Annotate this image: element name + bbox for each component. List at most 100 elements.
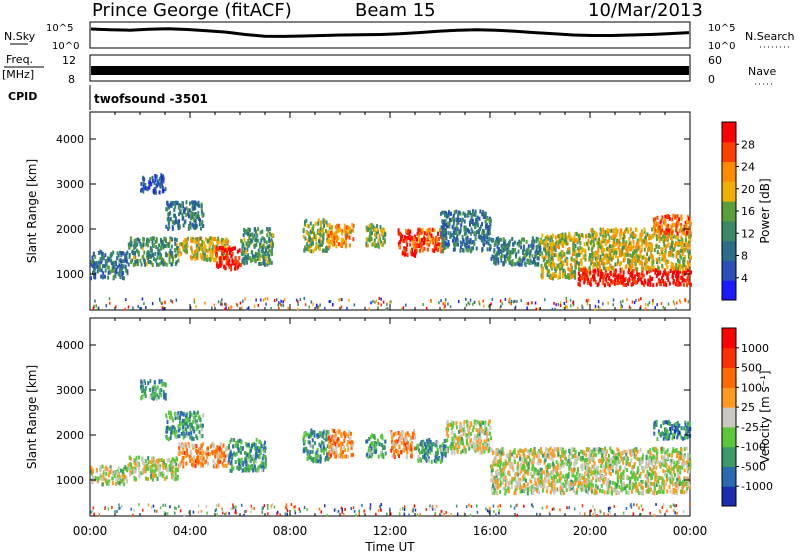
range-cell [174,435,177,440]
range-cell [239,450,242,455]
speckle-mark [132,306,134,310]
speckle-mark [565,296,568,300]
range-cell [627,270,630,275]
range-cell [453,230,455,235]
range-cell [246,463,249,468]
range-cell [375,231,378,236]
range-cell [175,412,178,417]
range-cell [211,252,214,257]
range-cell [481,229,484,233]
range-cell [512,250,515,255]
range-cell [573,269,576,274]
range-cell [177,226,180,231]
range-cell [618,280,621,285]
range-cell [485,234,488,239]
range-cell [125,475,128,480]
range-cell [216,445,219,450]
speckle-mark [263,504,266,508]
range-cell [454,227,457,232]
speckle-mark [162,307,165,311]
range-cell [650,235,653,240]
range-cell [676,214,679,219]
range-cell [606,230,609,235]
range-cell [465,236,468,241]
speckle-mark [565,299,568,303]
range-cell [473,212,476,217]
range-cell [243,230,246,235]
range-cell [190,216,192,221]
range-cell [171,425,174,430]
speckle-mark [613,505,616,508]
speckle-mark [377,301,380,305]
range-cell [502,237,505,242]
range-cell [566,250,569,255]
range-cell [611,280,614,285]
range-cell [518,262,521,267]
speckle-mark [276,510,279,514]
range-cell [245,249,248,254]
range-cell [449,217,451,222]
range-cell [226,248,229,253]
range-cell [467,245,470,249]
range-cell [678,229,681,233]
range-cell [186,208,189,213]
range-cell [260,441,262,446]
speckle-mark [379,504,381,508]
range-cell [669,253,672,258]
speckle-mark [221,509,224,513]
range-cell [109,258,112,263]
range-cell [190,412,193,417]
range-cell [151,263,154,267]
range-cell [220,240,223,245]
range-cell [669,246,672,251]
range-cell [488,218,491,223]
range-cell [186,448,189,453]
range-cell [494,253,497,258]
range-cell [666,214,669,218]
range-cell [109,470,112,475]
range-cell [206,249,209,254]
range-cell [217,453,220,457]
range-cell [174,237,176,242]
speckle-mark [250,504,253,508]
range-cell [583,272,586,277]
range-cell [641,270,644,275]
range-cell [168,415,171,420]
colorbar-swatch [722,141,736,163]
range-cell [648,243,651,248]
range-cell [212,442,215,447]
range-cell [672,222,675,227]
range-cell [338,429,341,434]
range-cell [673,270,676,275]
range-cell [573,239,576,244]
range-cell [194,218,197,223]
range-cell [603,261,606,266]
range-cell [196,250,199,255]
range-cell [105,472,108,477]
range-cell [594,252,597,257]
range-cell [427,227,430,232]
speckle-mark [232,503,234,507]
range-cell [582,234,585,239]
range-cell [579,241,582,246]
speckle-mark [592,513,594,516]
range-cell [551,276,554,281]
range-cell [620,232,623,237]
speckle-mark [340,305,343,309]
range-cell [133,468,136,473]
speckle-mark [324,306,326,310]
range-cell [668,281,671,286]
range-cell [236,443,239,448]
range-cell [151,386,154,391]
speckle-mark [285,506,288,510]
range-cell [123,474,126,479]
range-cell [601,260,604,265]
range-cell [151,395,154,400]
range-cell [102,473,105,478]
range-cell [610,265,613,270]
range-cell [158,243,160,248]
range-cell [338,226,341,231]
range-cell [231,453,234,458]
range-cell [193,410,196,415]
range-cell [163,392,166,397]
